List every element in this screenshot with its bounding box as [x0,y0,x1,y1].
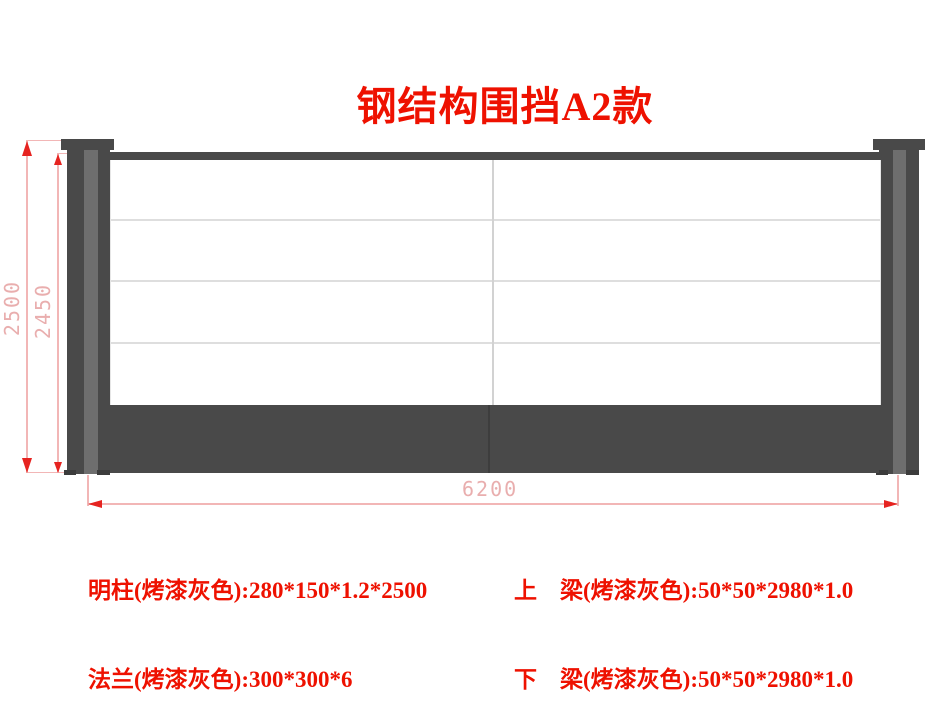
extension-line-left-6200 [87,475,89,506]
dimension-line-2450 [57,154,59,473]
page-title: 钢结构围挡A2款 [356,84,654,129]
panel-center-divider [492,160,494,405]
dimension-label-2500: 2500 [0,279,24,337]
band-center-divider [488,405,490,473]
right-post-flange [906,470,919,475]
spec-line: 上 梁(烤漆灰色):50*50*2980*1.0 [514,578,854,604]
dimension-line-2500 [26,141,28,473]
spec-line: 法兰(烤漆灰色):300*300*6 [88,666,353,692]
spec-line: 明柱(烤漆灰色):280*150*1.2*2500 [88,578,428,604]
arrow-down-icon [54,462,62,473]
top-beam [110,152,880,160]
extension-line-top-2450 [57,153,72,154]
dimension-label-6200: 6200 [462,477,519,501]
arrow-down-icon [22,458,32,473]
panel-area [110,160,881,405]
arrow-right-icon [884,500,898,508]
dimension-line-6200 [87,503,899,505]
spec-line: 下 梁(烤漆灰色):50*50*2980*1.0 [514,666,854,692]
bottom-beam-band [110,405,879,473]
panel-seam [111,280,880,282]
left-post-flange [97,470,110,475]
spec-column-right: 上 梁(烤漆灰色):50*50*2980*1.0 下 梁(烤漆灰色):50*50… [514,517,853,715]
extension-line-right-6200 [897,475,899,506]
arrow-up-icon [54,154,62,165]
right-post-cap [873,139,925,150]
extension-line-top-2500 [26,140,63,141]
dimension-label-2450: 2450 [31,282,55,340]
left-post-flange [64,470,76,475]
arrow-up-icon [22,141,32,156]
right-post-stripe [893,150,906,474]
left-post-cap [61,139,114,150]
spec-column-left: 明柱(烤漆灰色):280*150*1.2*2500 法兰(烤漆灰色):300*3… [88,517,427,715]
right-post-flange [876,470,888,475]
panel-seam [111,219,880,221]
left-post-stripe [84,150,98,474]
panel-seam [111,342,880,344]
extension-line-bottom [26,472,68,473]
arrow-left-icon [88,500,102,508]
